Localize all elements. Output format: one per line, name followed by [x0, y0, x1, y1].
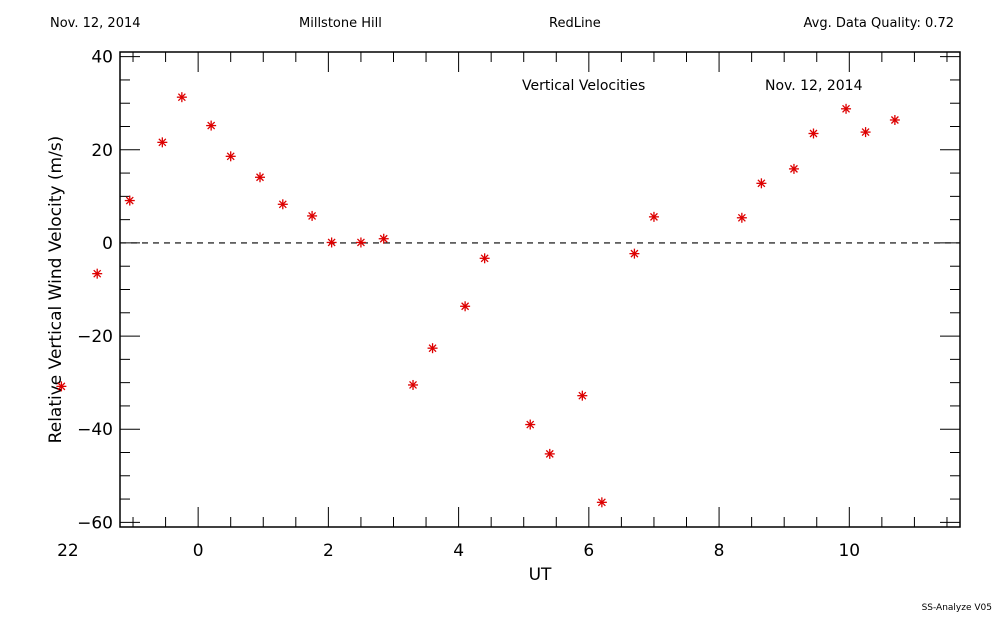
data-point	[596, 497, 607, 508]
data-point	[860, 127, 871, 138]
data-point	[629, 248, 640, 259]
plot-annotation-title: Vertical Velocities	[522, 78, 645, 94]
data-point	[225, 151, 236, 162]
y-tick-label: 40	[91, 48, 113, 68]
x-axis-label: UT	[529, 565, 552, 585]
header-instrument: RedLine	[549, 16, 601, 31]
x-tick-labels: 22 0 2 4 6 8 10	[57, 541, 860, 561]
x-tick-label: 4	[453, 541, 464, 561]
y-tick-labels: −60 −40 −20 0 20 40	[77, 48, 113, 534]
data-point	[378, 233, 389, 244]
software-version: SS-Analyze V05	[921, 603, 992, 613]
y-tick-label: −40	[77, 420, 113, 440]
data-point	[355, 237, 366, 248]
plot-annotation-date: Nov. 12, 2014	[765, 78, 863, 94]
plot-frame	[119, 51, 961, 528]
data-point	[544, 448, 555, 459]
y-tick-label: −20	[77, 327, 113, 347]
data-point	[788, 163, 799, 174]
y-tick-label: 0	[102, 234, 113, 254]
data-point	[525, 419, 536, 430]
data-point	[277, 199, 288, 210]
x-tick-label: 6	[583, 541, 594, 561]
data-points	[56, 92, 900, 508]
x-tick-label: 8	[714, 541, 725, 561]
data-point	[124, 195, 135, 206]
y-axis-label: Relative Vertical Wind Velocity (m/s)	[46, 136, 66, 444]
x-tick-label: 10	[838, 541, 860, 561]
data-point	[808, 128, 819, 139]
data-point	[577, 390, 588, 401]
data-point	[736, 212, 747, 223]
data-point	[889, 114, 900, 125]
tick-marks	[120, 52, 960, 527]
data-point	[427, 343, 438, 354]
x-tick-label: 22	[57, 541, 79, 561]
data-point	[92, 268, 103, 279]
x-tick-label: 0	[193, 541, 204, 561]
header-data-quality: Avg. Data Quality: 0.72	[803, 16, 954, 31]
data-point	[176, 92, 187, 103]
header-date: Nov. 12, 2014	[50, 16, 141, 31]
data-point	[479, 253, 490, 264]
data-point	[648, 211, 659, 222]
data-point	[841, 103, 852, 114]
data-point	[255, 172, 265, 183]
data-point	[157, 137, 168, 148]
data-point	[206, 120, 217, 131]
y-tick-label: 20	[91, 141, 113, 161]
data-point	[326, 237, 337, 248]
y-tick-label: −60	[77, 513, 113, 533]
data-point	[56, 381, 67, 392]
header-site: Millstone Hill	[299, 16, 382, 31]
data-point	[756, 178, 767, 189]
x-tick-label: 2	[323, 541, 334, 561]
data-point	[307, 210, 318, 221]
data-point	[408, 379, 419, 390]
data-point	[460, 301, 471, 312]
